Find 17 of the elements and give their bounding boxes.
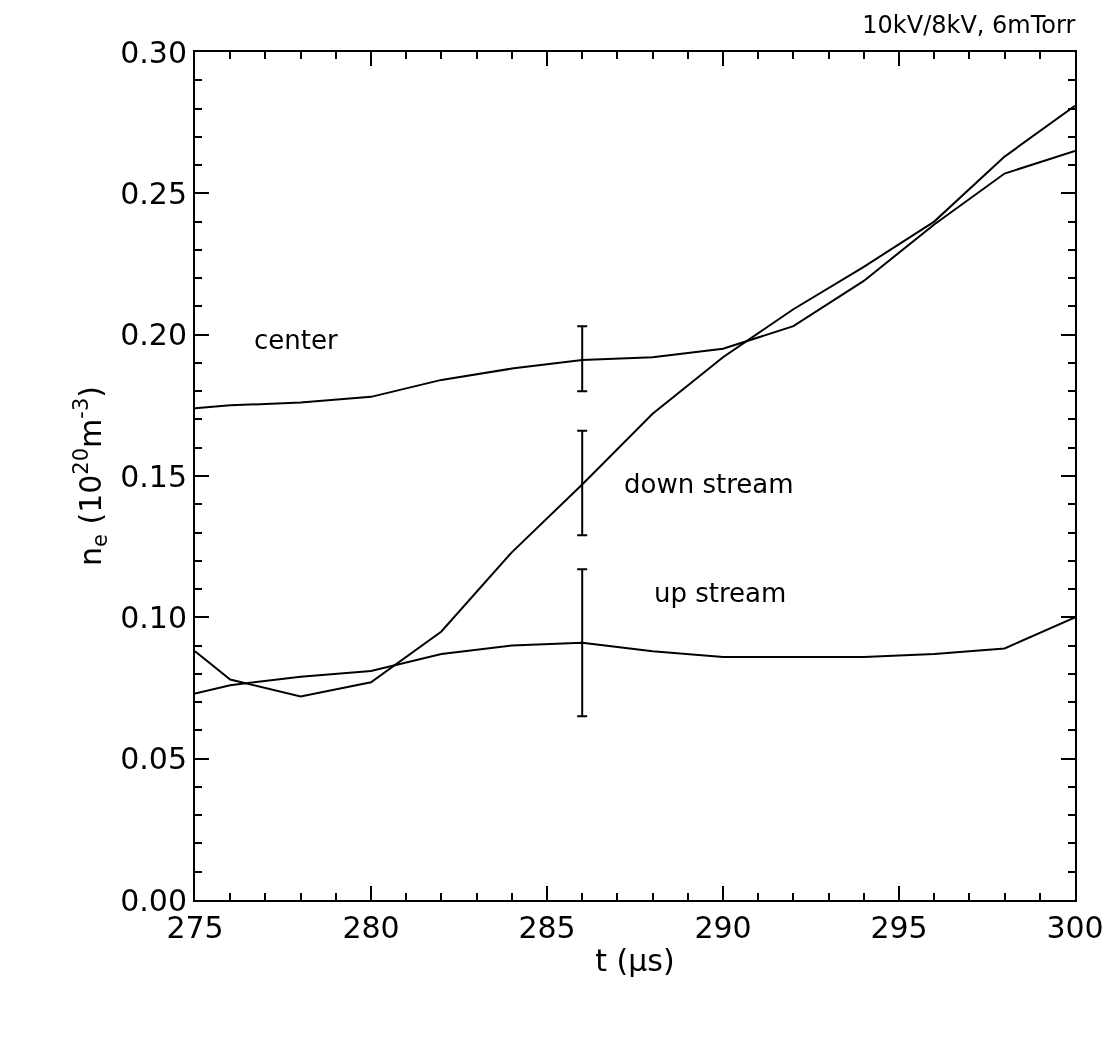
- y-tick-label: 0.15: [120, 458, 187, 494]
- x-tick-label: 275: [166, 910, 224, 945]
- x-tick-label: 290: [694, 910, 752, 945]
- x-tick-label: 300: [1046, 910, 1104, 945]
- y-tick-label: 0.20: [120, 317, 187, 353]
- y-tick-label: 0.10: [120, 599, 187, 635]
- series-label: down stream: [624, 469, 794, 499]
- x-tick-label: 285: [518, 910, 576, 945]
- y-tick-label: 0.30: [120, 34, 187, 70]
- x-axis-title: t (μs): [595, 943, 675, 978]
- series-label: center: [254, 325, 338, 355]
- x-tick-label: 295: [870, 910, 928, 945]
- x-tick-label: 280: [342, 910, 400, 945]
- y-tick-label: 0.05: [120, 741, 187, 777]
- series-label: up stream: [654, 578, 787, 608]
- chart-title: 10kV/8kV, 6mTorr: [862, 10, 1076, 39]
- y-tick-label: 0.25: [120, 175, 187, 211]
